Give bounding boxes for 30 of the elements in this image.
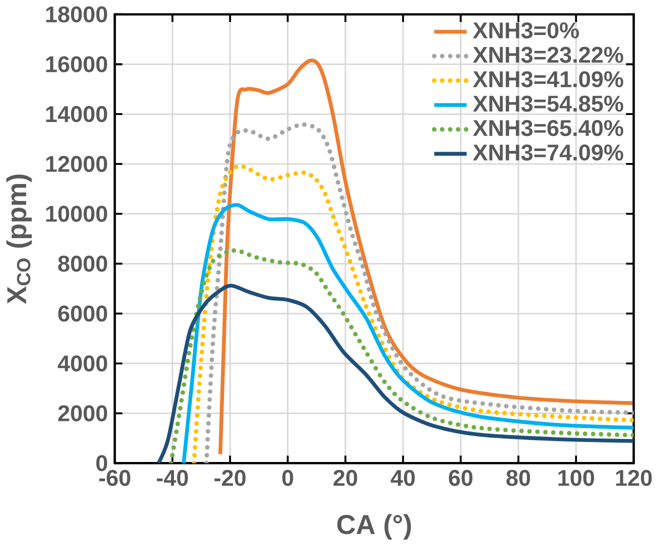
y-tick-label: 6000 (58, 306, 108, 322)
y-tick-label: 4000 (58, 355, 108, 372)
y-tick-label: 8000 (58, 256, 108, 272)
y-tick-label: 10000 (46, 206, 108, 222)
x-axis-title: CA (°) (337, 514, 411, 540)
x-tick-label: -20 (214, 470, 246, 486)
x-tick-label: -60 (99, 470, 130, 486)
legend-label: XNH3=23.22% (472, 46, 624, 63)
legend-label: XNH3=41.09% (472, 71, 624, 88)
line-series (168, 248, 634, 464)
y-tick-label: 12000 (46, 156, 108, 172)
legend-label: XNH3=54.85% (472, 96, 624, 112)
x-tick-label: 40 (390, 470, 415, 486)
x-tick-label: 100 (558, 470, 594, 486)
y-tick-label: 18000 (46, 6, 108, 22)
x-tick-label: 0 (282, 470, 294, 486)
legend-label: XNH3=0% (472, 22, 579, 39)
y-tick-label: 2000 (58, 405, 108, 422)
line-series (156, 284, 634, 464)
y-axis-title: X$_{CO}$ (ppm) (6, 174, 32, 304)
x-tick-label: 60 (448, 470, 472, 486)
y-tick-label: 16000 (46, 56, 108, 72)
x-tick-label: 20 (334, 470, 358, 486)
legend-label: XNH3=65.40% (472, 120, 624, 136)
x-tick-label: -40 (156, 470, 188, 486)
y-tick-label: 14000 (46, 106, 108, 122)
legend-label: XNH3=74.09% (472, 144, 624, 161)
y-tick-label: 0 (96, 455, 108, 472)
x-tick-label: 80 (506, 470, 530, 486)
x-tick-label: 120 (616, 470, 652, 486)
